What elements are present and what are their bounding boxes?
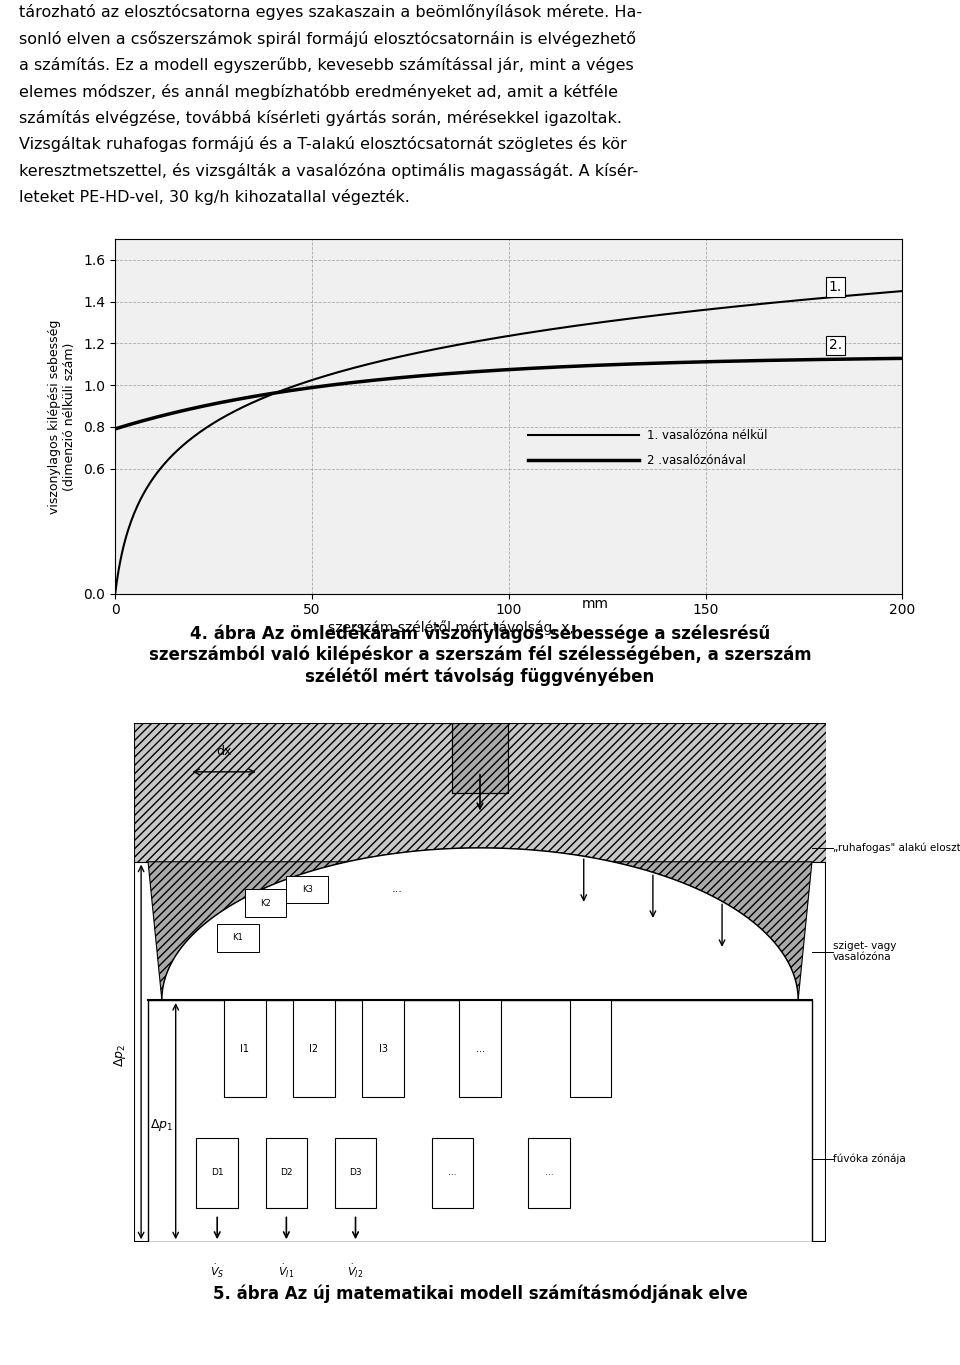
Bar <box>245 890 286 917</box>
Text: fúvóka zónája: fúvóka zónája <box>832 1153 905 1164</box>
1. vasalózóna nélkül <box>897 283 908 299</box>
Text: I3: I3 <box>378 1043 388 1054</box>
Bar <box>570 1001 612 1097</box>
Text: a számítás. Ez a modell egyszerűbb, kevesebb számítással jár, mint a véges: a számítás. Ez a modell egyszerűbb, keve… <box>19 57 634 74</box>
Bar <box>528 1138 570 1208</box>
2 .vasalózónával <box>109 420 121 437</box>
2 .vasalózónával <box>877 351 889 367</box>
Bar <box>286 875 328 904</box>
Y-axis label: viszonylagos kilépési sebesség
(dimenzió nélküli szám): viszonylagos kilépési sebesség (dimenzió… <box>48 319 77 513</box>
Text: mm: mm <box>582 597 609 610</box>
Text: D2: D2 <box>280 1168 293 1178</box>
Polygon shape <box>452 723 508 793</box>
Text: 2 .vasalózónával: 2 .vasalózónával <box>647 453 745 467</box>
Text: sonló elven a csőszerszámok spirál formájú elosztócsatornáin is elvégezhető: sonló elven a csőszerszámok spirál formá… <box>19 30 636 46</box>
2 .vasalózónával <box>483 363 494 379</box>
Bar <box>432 1138 473 1208</box>
Text: I2: I2 <box>309 1043 319 1054</box>
Text: tározható az elosztócsatorna egyes szakaszain a beömlőnyílások mérete. Ha-: tározható az elosztócsatorna egyes szaka… <box>19 4 642 20</box>
Bar <box>335 1138 376 1208</box>
2 .vasalózónával <box>897 351 908 367</box>
Text: 5. ábra Az új matematikai modell számításmódjának elve: 5. ábra Az új matematikai modell számítá… <box>212 1284 748 1304</box>
Bar <box>459 1001 501 1097</box>
Line: 1. vasalózóna nélkül: 1. vasalózóna nélkül <box>115 291 902 594</box>
Bar <box>266 1138 307 1208</box>
Text: 4. ábra Az ömledékáram viszonylagos sebessége a szélesrésű
szerszámból való kilé: 4. ábra Az ömledékáram viszonylagos sebe… <box>149 625 811 685</box>
Bar <box>217 924 258 951</box>
Text: Vizsgáltak ruhafogas formájú és a T-alakú elosztócsatornát szögletes és kör: Vizsgáltak ruhafogas formájú és a T-alak… <box>19 136 627 153</box>
Text: I1: I1 <box>240 1043 250 1054</box>
2 .vasalózónával <box>488 362 499 378</box>
Text: ...: ... <box>475 1043 485 1054</box>
1. vasalózóna nélkül <box>578 317 589 333</box>
1. vasalózóna nélkül <box>877 284 889 300</box>
Text: K1: K1 <box>232 934 243 942</box>
Polygon shape <box>162 848 798 1001</box>
Bar <box>134 723 826 861</box>
Line: 2 .vasalózónával: 2 .vasalózónával <box>115 359 902 429</box>
Bar <box>224 1001 266 1097</box>
Text: ...: ... <box>448 1168 457 1178</box>
2 .vasalózónával <box>578 358 589 374</box>
Text: $\dot{V}_{I2}$: $\dot{V}_{I2}$ <box>348 1263 364 1280</box>
2 .vasalózónával <box>755 352 766 369</box>
Text: D1: D1 <box>211 1168 224 1178</box>
Text: szerszám szélétől mért távolság, x,: szerszám szélétől mért távolság, x, <box>328 620 574 635</box>
Bar <box>148 1001 812 1242</box>
1. vasalózóna nélkül <box>755 296 766 313</box>
Text: 1.: 1. <box>828 280 842 293</box>
Text: ...: ... <box>545 1168 554 1178</box>
Text: „ruhafogas" alakú elosztócsatorna: „ruhafogas" alakú elosztócsatorna <box>832 842 960 853</box>
Text: dx: dx <box>216 745 231 758</box>
Text: elemes módszer, és annál megbízhatóbb eredményeket ad, amit a kétféle: elemes módszer, és annál megbízhatóbb er… <box>19 83 618 100</box>
1. vasalózóna nélkül <box>483 330 494 347</box>
Text: $\Delta p_2$: $\Delta p_2$ <box>112 1044 129 1067</box>
2 .vasalózónával <box>536 359 547 375</box>
Text: K2: K2 <box>260 898 271 908</box>
Text: számítás elvégzése, továbbá kísérleti gyártás során, mérésekkel igazoltak.: számítás elvégzése, továbbá kísérleti gy… <box>19 111 622 126</box>
Text: D3: D3 <box>349 1168 362 1178</box>
Bar <box>363 1001 404 1097</box>
Text: keresztmetszettel, és vizsgálták a vasalózóna optimális magasságát. A kísér-: keresztmetszettel, és vizsgálták a vasal… <box>19 162 638 179</box>
Text: 1. vasalózóna nélkül: 1. vasalózóna nélkül <box>647 429 767 442</box>
Text: $\Delta p_1$: $\Delta p_1$ <box>151 1117 174 1133</box>
1. vasalózóna nélkül <box>536 322 547 339</box>
Bar <box>197 1138 238 1208</box>
Text: K3: K3 <box>301 885 313 894</box>
Text: $\dot{V}_S$: $\dot{V}_S$ <box>210 1263 225 1280</box>
1. vasalózóna nélkül <box>488 330 499 347</box>
Text: 2.: 2. <box>828 339 842 352</box>
Text: ...: ... <box>392 885 402 894</box>
Text: $\dot{V}_{I1}$: $\dot{V}_{I1}$ <box>278 1263 295 1280</box>
Text: leteket PE-HD-vel, 30 kg/h kihozatallal végezték.: leteket PE-HD-vel, 30 kg/h kihozatallal … <box>19 190 410 205</box>
Polygon shape <box>148 848 812 1001</box>
Text: sziget- vagy
vasalózóna: sziget- vagy vasalózóna <box>832 940 896 962</box>
1. vasalózóna nélkül <box>109 586 121 602</box>
Bar <box>293 1001 335 1097</box>
